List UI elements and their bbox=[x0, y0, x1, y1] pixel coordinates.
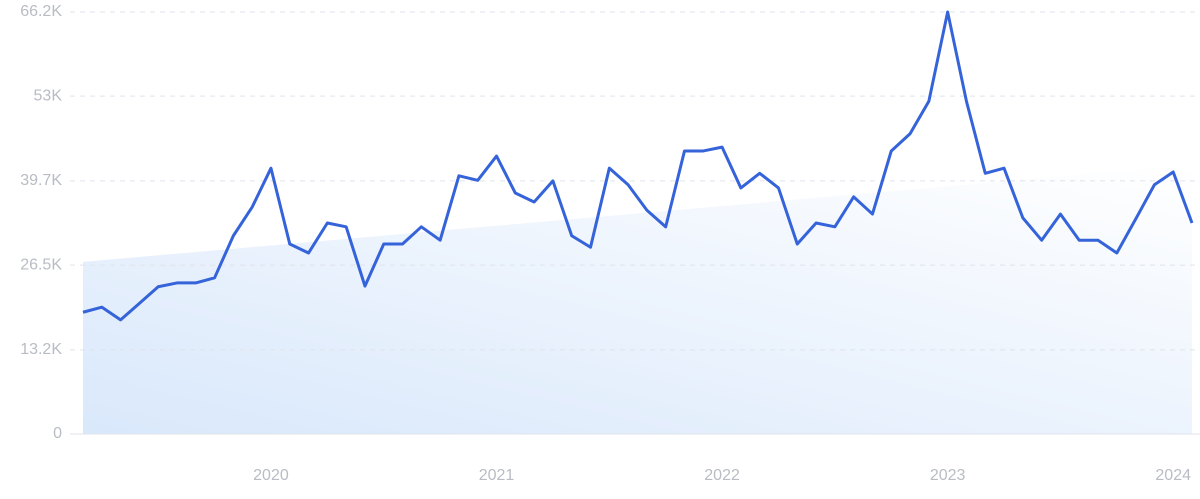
x-tick-label: 2023 bbox=[930, 467, 966, 484]
y-tick-label: 26.5K bbox=[20, 256, 62, 273]
data-line bbox=[82, 10, 1194, 322]
y-tick-label: 39.7K bbox=[20, 172, 62, 189]
x-tick-label: 2021 bbox=[479, 467, 515, 484]
trend-area bbox=[83, 164, 1192, 434]
y-tick-label: 66.2K bbox=[20, 3, 62, 20]
x-tick-label: 2022 bbox=[704, 467, 740, 484]
y-tick-label: 53K bbox=[34, 87, 63, 104]
x-tick-label: 2020 bbox=[253, 467, 289, 484]
y-tick-label: 0 bbox=[53, 425, 62, 442]
x-tick-label: 2024 bbox=[1155, 467, 1191, 484]
y-tick-label: 13.2K bbox=[20, 341, 62, 358]
